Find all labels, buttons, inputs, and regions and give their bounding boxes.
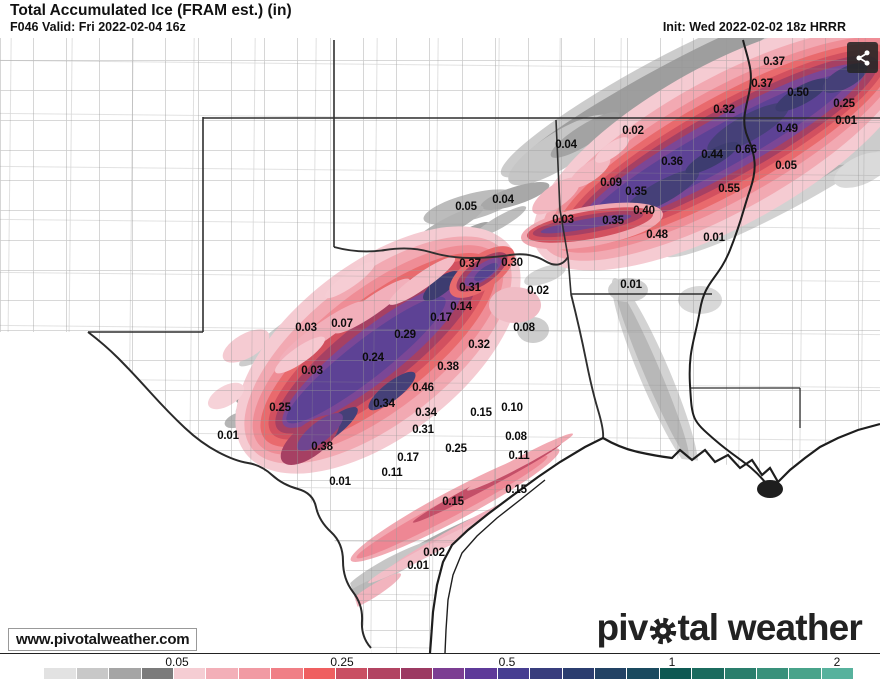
colorbar-segment [400,668,433,679]
pivotal-weather-logo: piv tal weather [596,607,862,649]
colorbar-segment [562,668,595,679]
colorbar-segment [724,668,756,679]
colorbar-segment [303,668,335,679]
colorbar-segment [173,668,206,679]
colorbar-tick-label: 0.05 [165,655,189,669]
colorbar-segment [821,668,854,679]
watermark: www.pivotalweather.com [8,628,198,651]
colorbar-segment [271,668,303,679]
init-time-label: Init: Wed 2022-02-02 18z HRRR [662,20,846,34]
colorbar-tick-label: 0.25 [330,655,354,669]
header: Total Accumulated Ice (FRAM est.) (in) F… [0,0,880,38]
colorbar-segment [659,668,692,679]
logo-text-post: tal weather [677,607,863,648]
colorbar-segment [497,668,530,679]
mexico-region [0,332,371,653]
colorbar-segment [595,668,627,679]
colorbar-segment [692,668,724,679]
colorbar-segment [465,668,497,679]
share-icon [855,49,870,66]
colorbar-tick-label: 0.5 [498,655,516,669]
colorbar-segment [141,668,173,679]
colorbar-segment [789,668,821,679]
valid-time-label: F046 Valid: Fri 2022-02-04 16z [10,20,186,34]
colorbar-segment [530,668,562,679]
colorbar-segment [756,668,789,679]
colorbar-segment [44,668,76,679]
colorbar-segment [206,668,238,679]
gear-icon [649,617,676,645]
share-button[interactable] [847,42,878,73]
colorbar-segment [627,668,659,679]
rivers-coastlines [87,39,880,653]
state-borders [88,40,880,439]
colorbar-segment [109,668,141,679]
colorbar-segment [335,668,368,679]
colorbar-segment [76,668,109,679]
page-title: Total Accumulated Ice (FRAM est.) (in) [10,2,292,19]
colorbar-segment [238,668,271,679]
colorbar-segment [433,668,465,679]
colorbar-tick-label: 2 [833,655,841,669]
logo-text-pre: piv [596,607,648,648]
colorbar [12,668,854,679]
colorbar-segment [12,668,44,679]
colorbar-segment [368,668,400,679]
colorbar-ticks: 0.05 0.25 0.5 1 2 [0,655,880,669]
watermark-text: www.pivotalweather.com [16,631,190,648]
colorbar-tick-label: 1 [668,655,676,669]
colorbar-footer: 0.05 0.25 0.5 1 2 [0,653,880,680]
